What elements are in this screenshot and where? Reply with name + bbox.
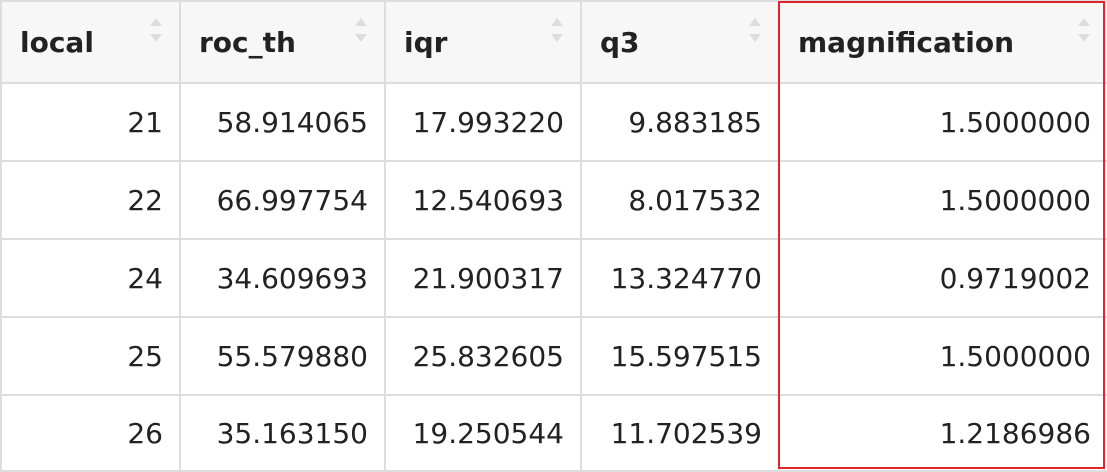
table-row: 26 35.163150 19.250544 11.702539 1.21869… bbox=[0, 394, 1107, 472]
sort-arrows-icon[interactable] bbox=[748, 16, 762, 44]
cell-local: 22 bbox=[0, 160, 181, 240]
column-header-local[interactable]: local bbox=[0, 0, 181, 84]
cell-magnification: 1.5000000 bbox=[778, 82, 1107, 162]
table-body: 21 58.914065 17.993220 9.883185 1.500000… bbox=[0, 82, 1107, 472]
cell-q3: 8.017532 bbox=[580, 160, 780, 240]
column-header-label: magnification bbox=[798, 25, 1015, 59]
cell-roc-th: 34.609693 bbox=[179, 238, 386, 318]
cell-magnification: 1.5000000 bbox=[778, 160, 1107, 240]
cell-q3: 15.597515 bbox=[580, 316, 780, 396]
table-row: 21 58.914065 17.993220 9.883185 1.500000… bbox=[0, 82, 1107, 162]
cell-iqr: 17.993220 bbox=[384, 82, 582, 162]
cell-roc-th: 58.914065 bbox=[179, 82, 386, 162]
cell-magnification: 1.2186986 bbox=[778, 394, 1107, 472]
column-header-q3[interactable]: q3 bbox=[580, 0, 780, 84]
sort-arrows-icon[interactable] bbox=[550, 16, 564, 44]
cell-local: 24 bbox=[0, 238, 181, 318]
cell-q3: 11.702539 bbox=[580, 394, 780, 472]
column-header-label: local bbox=[20, 25, 94, 59]
cell-roc-th: 66.997754 bbox=[179, 160, 386, 240]
cell-magnification: 1.5000000 bbox=[778, 316, 1107, 396]
table-header: local roc_th iqr bbox=[0, 0, 1107, 84]
table-row: 25 55.579880 25.832605 15.597515 1.50000… bbox=[0, 316, 1107, 396]
cell-local: 25 bbox=[0, 316, 181, 396]
column-header-roc-th[interactable]: roc_th bbox=[179, 0, 386, 84]
cell-iqr: 12.540693 bbox=[384, 160, 582, 240]
cell-q3: 9.883185 bbox=[580, 82, 780, 162]
table-row: 24 34.609693 21.900317 13.324770 0.97190… bbox=[0, 238, 1107, 318]
column-header-iqr[interactable]: iqr bbox=[384, 0, 582, 84]
column-header-label: q3 bbox=[600, 25, 640, 59]
sort-arrows-icon[interactable] bbox=[354, 16, 368, 44]
cell-iqr: 19.250544 bbox=[384, 394, 582, 472]
sort-arrows-icon[interactable] bbox=[149, 16, 163, 44]
cell-roc-th: 35.163150 bbox=[179, 394, 386, 472]
cell-iqr: 21.900317 bbox=[384, 238, 582, 318]
cell-roc-th: 55.579880 bbox=[179, 316, 386, 396]
column-header-label: roc_th bbox=[199, 25, 296, 59]
cell-local: 26 bbox=[0, 394, 181, 472]
table-row: 22 66.997754 12.540693 8.017532 1.500000… bbox=[0, 160, 1107, 240]
column-header-label: iqr bbox=[404, 25, 448, 59]
column-header-magnification[interactable]: magnification bbox=[778, 0, 1107, 84]
cell-magnification: 0.9719002 bbox=[778, 238, 1107, 318]
cell-local: 21 bbox=[0, 82, 181, 162]
sort-arrows-icon[interactable] bbox=[1077, 16, 1091, 44]
cell-q3: 13.324770 bbox=[580, 238, 780, 318]
header-row: local roc_th iqr bbox=[0, 0, 1107, 84]
cell-iqr: 25.832605 bbox=[384, 316, 582, 396]
